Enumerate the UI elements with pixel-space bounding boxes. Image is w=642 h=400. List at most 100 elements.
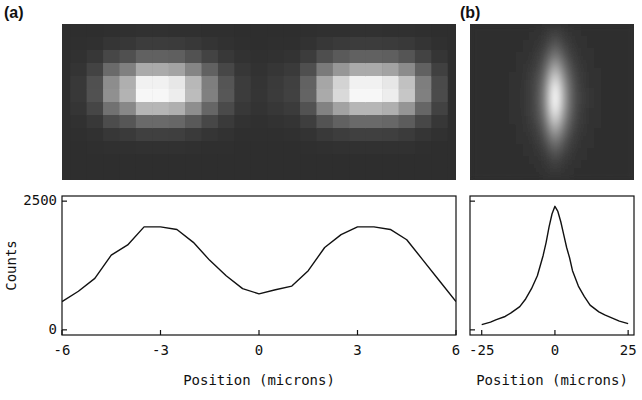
image-pixel <box>616 60 624 65</box>
image-pixel <box>448 128 456 142</box>
image-pixel <box>202 115 219 129</box>
image-pixel <box>501 128 509 133</box>
image-pixel <box>448 167 456 180</box>
image-pixel <box>529 148 535 153</box>
image-pixel <box>581 44 587 49</box>
image-pixel <box>62 154 71 168</box>
image-pixel <box>470 56 487 61</box>
image-pixel <box>501 64 509 69</box>
image-pixel <box>415 37 432 51</box>
image-pixel <box>602 56 610 61</box>
image-pixel <box>493 64 501 69</box>
image-pixel <box>594 152 602 157</box>
image-pixel <box>624 92 634 97</box>
image-pixel <box>587 36 595 41</box>
image-pixel <box>152 76 169 90</box>
image-pixel <box>501 164 509 169</box>
image-pixel <box>575 132 581 137</box>
image-pixel <box>529 124 535 129</box>
image-pixel <box>515 176 523 180</box>
image-pixel <box>571 92 576 97</box>
image-pixel <box>575 24 581 29</box>
image-pixel <box>431 76 448 90</box>
plot-marks <box>482 206 628 324</box>
image-pixel <box>284 167 301 180</box>
x-tick <box>455 330 456 335</box>
image-pixel <box>609 32 617 37</box>
image-pixel <box>349 115 366 129</box>
image-pixel <box>382 24 399 38</box>
image-pixel <box>534 140 539 145</box>
image-pixel <box>581 116 587 121</box>
image-pixel <box>616 56 624 61</box>
image-pixel <box>587 92 595 97</box>
image-pixel <box>616 120 624 125</box>
image-pixel <box>70 115 87 129</box>
image-pixel <box>493 172 501 177</box>
image-pixel <box>382 89 399 103</box>
image-pixel <box>501 140 509 145</box>
figure: (a)-6-303602500Position (microns)Counts(… <box>0 0 642 400</box>
image-pixel <box>609 36 617 41</box>
image-pixel <box>581 132 587 137</box>
image-pixel <box>624 60 634 65</box>
image-pixel <box>515 28 523 33</box>
image-pixel <box>501 48 509 53</box>
image-pixel <box>624 88 634 93</box>
image-pixel <box>431 102 448 116</box>
image-pixel <box>508 116 516 121</box>
image-pixel <box>523 72 529 77</box>
image-pixel <box>103 115 120 129</box>
image-pixel <box>616 80 624 85</box>
image-pixel <box>87 24 104 38</box>
image-pixel <box>534 156 539 161</box>
image-pixel <box>534 152 539 157</box>
image-pixel <box>448 63 456 77</box>
image-pixel <box>251 141 268 155</box>
image-pixel <box>523 36 529 41</box>
image-pixel <box>284 154 301 168</box>
image-pixel <box>119 63 136 77</box>
image-pixel <box>493 104 501 109</box>
image-pixel <box>501 136 509 141</box>
image-pixel <box>448 154 456 168</box>
image-pixel <box>609 68 617 73</box>
image-pixel <box>103 89 120 103</box>
image-pixel <box>602 168 610 173</box>
image-pixel <box>571 116 576 121</box>
image-pixel <box>316 154 333 168</box>
image-pixel <box>529 140 535 145</box>
image-pixel <box>609 84 617 89</box>
image-pixel <box>571 44 576 49</box>
image-pixel <box>594 80 602 85</box>
image-pixel <box>486 52 494 57</box>
image-pixel <box>581 100 587 105</box>
profile-line <box>482 206 628 324</box>
image-pixel <box>575 172 581 177</box>
image-pixel <box>486 140 494 145</box>
image-pixel <box>515 136 523 141</box>
image-pixel <box>399 37 416 51</box>
image-pixel <box>515 132 523 137</box>
image-pixel <box>609 128 617 133</box>
image-pixel <box>587 72 595 77</box>
image-pixel <box>169 24 186 38</box>
image-pixel <box>152 24 169 38</box>
image-pixel <box>575 56 581 61</box>
image-pixel <box>218 102 235 116</box>
image-pixel <box>136 115 153 129</box>
x-tick <box>258 330 259 335</box>
image-pixel <box>349 50 366 64</box>
image-pixel <box>349 128 366 142</box>
image-pixel <box>202 89 219 103</box>
image-pixel <box>602 76 610 81</box>
image-pixel <box>267 37 284 51</box>
image-pixel <box>470 32 487 37</box>
image-pixel <box>523 136 529 141</box>
image-pixel <box>515 64 523 69</box>
image-pixel <box>571 176 576 180</box>
image-pixel <box>594 76 602 81</box>
image-pixel <box>581 140 587 145</box>
image-pixel <box>534 164 539 169</box>
image-pixel <box>382 37 399 51</box>
